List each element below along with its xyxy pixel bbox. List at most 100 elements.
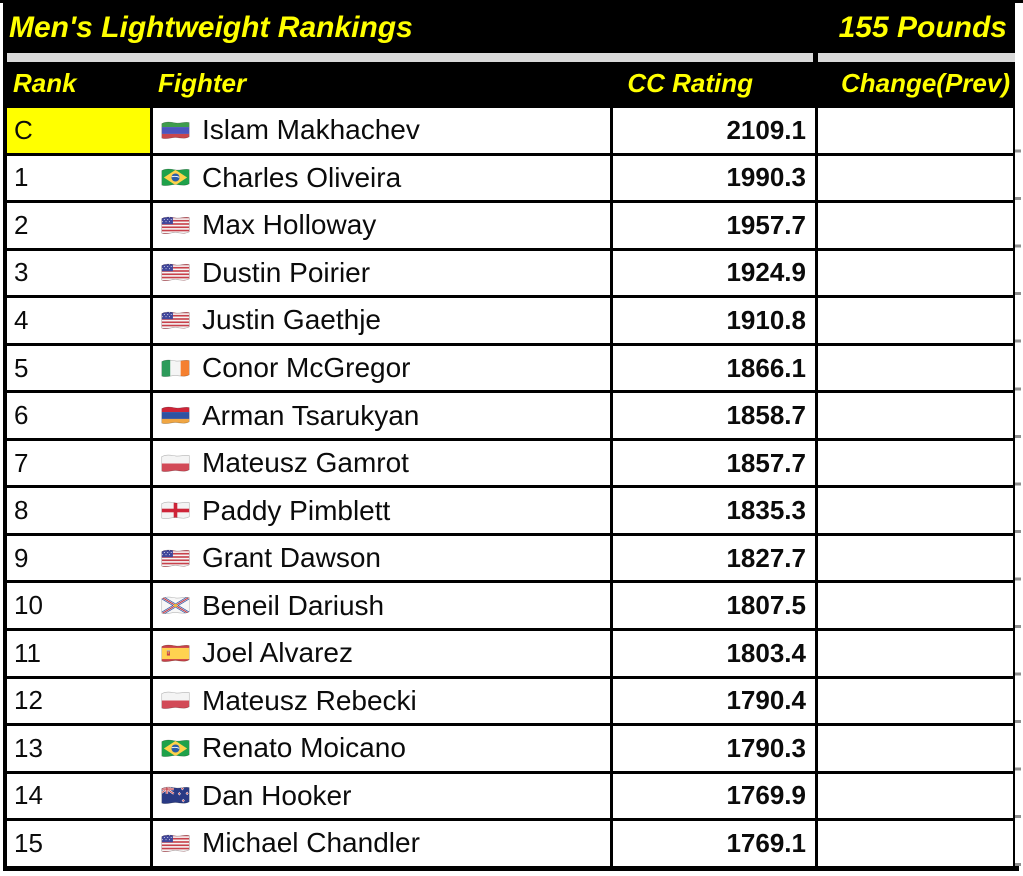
fighter-cell[interactable]: Justin Gaethje [153,298,610,343]
change-prev-cell[interactable] [818,678,1013,724]
usa-flag-icon [160,261,191,284]
change-prev-cell[interactable] [818,440,1013,486]
fighter-cell[interactable]: Beneil Dariush [153,583,610,629]
rank-value: 3 [14,257,29,288]
fighter-cell[interactable]: Renato Moicano [153,726,610,771]
brazil-flag-icon [160,737,191,760]
usa-flag-icon [160,309,191,332]
fighter-cell[interactable]: Dan Hooker [153,773,610,819]
rank-value: C [14,114,33,145]
cc-rating-cell[interactable]: 1803.4 [613,631,815,676]
fighter-cell[interactable]: Dustin Poirier [153,250,610,296]
change-prev-cell[interactable] [818,155,1013,201]
rank-cell[interactable]: 11 [7,631,150,676]
cc-rating-cell[interactable]: 1790.4 [613,678,815,724]
rank-cell[interactable]: 5 [7,345,150,391]
fighter-cell[interactable]: Paddy Pimblett [153,488,610,533]
fighter-name: Grant Dawson [202,542,381,574]
fighter-name: Dan Hooker [202,779,352,811]
spacer-band [3,53,1015,62]
change-prev-cell[interactable] [818,345,1013,391]
cc-rating-cell[interactable]: 1866.1 [613,345,815,391]
cc-rating-cell[interactable]: 1957.7 [613,203,815,248]
poland-flag-icon [160,452,191,475]
usa-flag-icon [160,214,191,237]
rank-cell[interactable]: 13 [7,726,150,771]
rank-value: 12 [14,685,43,716]
fighter-cell[interactable]: Mateusz Gamrot [153,440,610,486]
rank-cell[interactable]: 14 [7,773,150,819]
cc-rating-cell[interactable]: 1769.9 [613,773,815,819]
fighter-cell[interactable]: Michael Chandler [153,821,610,866]
rank-value: 4 [14,304,29,335]
rank-cell[interactable]: 9 [7,535,150,581]
cc-rating-cell[interactable]: 2109.1 [613,108,815,153]
rank-cell[interactable]: 3 [7,250,150,296]
cc-rating-cell[interactable]: 1769.1 [613,821,815,866]
fighter-cell[interactable]: Charles Oliveira [153,155,610,201]
column-header-cc-rating[interactable]: CC Rating [627,68,753,98]
change-prev-cell[interactable] [818,631,1013,676]
fighter-cell[interactable]: Grant Dawson [153,535,610,581]
change-prev-cell[interactable] [818,298,1013,343]
column-header-fighter[interactable]: Fighter [158,68,247,98]
fighter-cell[interactable]: Max Holloway [153,203,610,248]
rank-cell[interactable]: 1 [7,155,150,201]
rank-cell[interactable]: 4 [7,298,150,343]
fighter-cell[interactable]: Conor McGregor [153,345,610,391]
cc-rating-cell[interactable]: 1835.3 [613,488,815,533]
usa-flag-icon [160,832,191,855]
rank-cell[interactable]: 6 [7,393,150,438]
change-prev-cell[interactable] [818,203,1013,248]
change-prev-cell[interactable] [818,726,1013,771]
cc-rating-cell[interactable]: 1990.3 [613,155,815,201]
rank-value: 9 [14,542,29,573]
cc-rating-cell[interactable]: 1858.7 [613,393,815,438]
fighter-cell[interactable]: Arman Tsarukyan [153,393,610,438]
change-prev-cell[interactable] [818,583,1013,629]
fighter-cell[interactable]: Islam Makhachev [153,108,610,153]
table-title-row: Men's Lightweight Rankings 155 Pounds [3,3,1015,53]
change-prev-cell[interactable] [818,108,1013,153]
spain-flag-icon [160,642,191,665]
column-header-change-prev[interactable]: Change(Prev) [840,68,1010,98]
change-prev-cell[interactable] [818,488,1013,533]
rankings-grid: C Islam Makhachev 2109.1 1 Charles Olive… [3,105,1015,871]
rank-value: 2 [14,209,29,240]
fighter-cell[interactable]: Mateusz Rebecki [153,678,610,724]
rank-value: 7 [14,447,29,478]
cc-rating-cell[interactable]: 1790.3 [613,726,815,771]
change-prev-cell[interactable] [818,773,1013,819]
brazil-flag-icon [160,166,191,189]
change-prev-cell[interactable] [818,250,1013,296]
top-edge-line [0,0,1023,3]
rank-cell[interactable]: 15 [7,821,150,866]
assyria-flag-icon [160,594,191,617]
change-prev-cell[interactable] [818,535,1013,581]
rank-cell[interactable]: 2 [7,203,150,248]
fighter-name: Dustin Poirier [202,256,371,288]
rank-cell[interactable]: C [7,108,150,153]
change-prev-cell[interactable] [818,393,1013,438]
change-prev-cell[interactable] [818,821,1013,866]
cc-rating-cell[interactable]: 1857.7 [613,440,815,486]
rank-cell[interactable]: 8 [7,488,150,533]
cc-rating-cell[interactable]: 1827.7 [613,535,815,581]
rank-cell[interactable]: 7 [7,440,150,486]
fighter-name: Mateusz Gamrot [202,447,409,479]
cc-rating-cell[interactable]: 1924.9 [613,250,815,296]
rank-value: 15 [14,827,43,858]
cc-rating-cell[interactable]: 1807.5 [613,583,815,629]
fighter-name: Charles Oliveira [202,161,402,193]
rank-cell[interactable]: 12 [7,678,150,724]
fighter-cell[interactable]: Joel Alvarez [153,631,610,676]
column-header-rank[interactable]: Rank [13,68,77,98]
fighter-name: Paddy Pimblett [202,494,391,526]
poland-flag-icon [160,689,191,712]
rank-cell[interactable]: 10 [7,583,150,629]
fighter-name: Mateusz Rebecki [202,684,417,716]
rank-value: 10 [14,590,43,621]
cc-rating-cell[interactable]: 1910.8 [613,298,815,343]
fighter-name: Michael Chandler [202,827,420,859]
rank-value: 1 [14,162,29,193]
